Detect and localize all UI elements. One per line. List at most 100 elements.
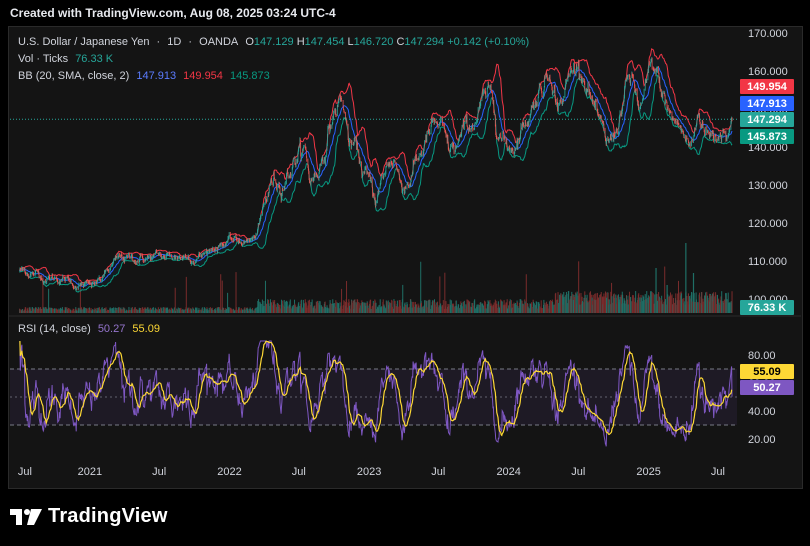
volume-bar <box>626 295 628 313</box>
svg-text:55.09: 55.09 <box>753 366 781 378</box>
volume-bar <box>84 308 86 313</box>
volume-bar <box>397 306 399 313</box>
price-axis-tick: 170.000 <box>748 28 788 40</box>
volume-bar <box>353 299 355 313</box>
volume-bar <box>557 292 559 313</box>
volume-bar <box>619 296 621 313</box>
volume-bar <box>702 298 704 313</box>
rsi-label[interactable]: RSI (14, close) <box>18 323 91 335</box>
volume-bar <box>616 295 618 313</box>
volume-bar <box>394 301 396 313</box>
volume-bar <box>598 297 600 313</box>
volume-bar <box>59 307 61 313</box>
rsi-badge[interactable]: 50.27 <box>740 380 794 395</box>
volume-badge[interactable]: 76.33 K <box>740 300 794 315</box>
bb-legend[interactable]: BB (20, SMA, close, 2) 147.913 149.954 1… <box>18 70 274 82</box>
volume-bar <box>161 307 163 313</box>
volume-bar <box>27 310 29 313</box>
bb-lower-badge[interactable]: 145.873 <box>740 129 794 144</box>
volume-bar <box>402 306 404 313</box>
volume-bar <box>54 308 56 313</box>
rsi-band <box>10 369 737 425</box>
volume-bar <box>391 306 393 313</box>
tradingview-logo[interactable]: TradingView <box>10 505 168 528</box>
volume-bar <box>298 302 300 313</box>
volume-bar <box>485 308 487 313</box>
volume-bar <box>359 305 361 313</box>
volume-bar <box>193 309 195 313</box>
volume-bar <box>235 272 237 313</box>
volume-bar <box>480 302 482 313</box>
volume-bar <box>33 308 35 313</box>
volume-bar <box>137 309 139 313</box>
rsi-ma-line[interactable] <box>19 340 733 437</box>
volume-bar <box>27 307 29 313</box>
volume-bar <box>375 302 377 313</box>
volume-bar <box>673 297 675 313</box>
rsi-ma-badge[interactable]: 55.09 <box>740 364 794 379</box>
volume-bar <box>145 308 147 313</box>
time-axis-tick: 2025 <box>636 466 660 478</box>
bb-basis-badge[interactable]: 147.913 <box>740 96 794 111</box>
close-label: C <box>396 36 405 48</box>
volume-bar <box>533 303 535 313</box>
volume-bar <box>432 300 434 313</box>
exchange: OANDA <box>199 36 239 48</box>
volume-bar <box>507 308 509 313</box>
volume-label[interactable]: Vol · Ticks <box>18 53 69 65</box>
tradingview-logo-icon <box>10 508 42 525</box>
volume-bar <box>387 300 389 313</box>
volume-bar <box>643 300 645 313</box>
volume-bar <box>316 300 318 313</box>
rsi-legend[interactable]: RSI (14, close) 50.27 55.09 <box>18 323 164 335</box>
time-axis-tick: 2022 <box>217 466 241 478</box>
symbol-legend[interactable]: U.S. Dollar / Japanese Yen · 1D · OANDA … <box>18 36 533 48</box>
volume-bar <box>654 294 656 313</box>
volume-bar <box>43 308 45 313</box>
last-price-badge[interactable]: 147.294 <box>740 112 794 127</box>
svg-text:147.294: 147.294 <box>747 114 788 126</box>
price-series[interactable] <box>19 57 733 291</box>
volume-bar <box>677 280 679 313</box>
volume-legend[interactable]: Vol · Ticks 76.33 K <box>18 53 117 65</box>
volume-bar <box>523 305 525 313</box>
bb-upper-badge[interactable]: 149.954 <box>740 79 794 94</box>
volume-bar <box>607 292 609 313</box>
open-value: 147.129 <box>253 36 294 48</box>
volume-bar <box>319 301 321 313</box>
volume-bar <box>575 293 577 313</box>
volume-bar <box>670 295 672 313</box>
volume-bar <box>662 304 664 313</box>
volume-bar <box>375 308 377 313</box>
volume-bar <box>678 300 680 313</box>
volume-bar <box>349 305 351 313</box>
volume-bar <box>308 299 310 313</box>
volume-bar <box>424 300 426 313</box>
bb-lower-line[interactable] <box>19 74 733 293</box>
volume-bar <box>482 305 484 313</box>
volume-bar <box>600 292 602 313</box>
volume-bar <box>536 302 538 313</box>
volume-bar <box>477 304 479 313</box>
volume-bar <box>429 299 431 313</box>
volume-bar <box>726 299 728 313</box>
volume-bar <box>686 295 688 313</box>
volume-bar <box>560 293 562 313</box>
symbol-name[interactable]: U.S. Dollar / Japanese Yen <box>18 36 150 48</box>
volume-bar <box>358 301 360 313</box>
volume-bar <box>311 299 313 313</box>
volume-bar <box>608 299 610 313</box>
bb-upper-line[interactable] <box>19 48 733 284</box>
volume-bar <box>694 301 696 313</box>
volume-bar <box>365 305 367 313</box>
bb-label[interactable]: BB (20, SMA, close, 2) <box>18 70 130 82</box>
volume-bar <box>220 309 222 313</box>
volume-bar <box>515 302 517 313</box>
time-axis-tick: Jul <box>292 466 306 478</box>
volume-bar <box>268 306 270 313</box>
interval[interactable]: 1D <box>167 36 182 48</box>
volume-bar <box>65 307 67 313</box>
volume-bar <box>373 302 375 313</box>
volume-bar <box>697 301 699 313</box>
